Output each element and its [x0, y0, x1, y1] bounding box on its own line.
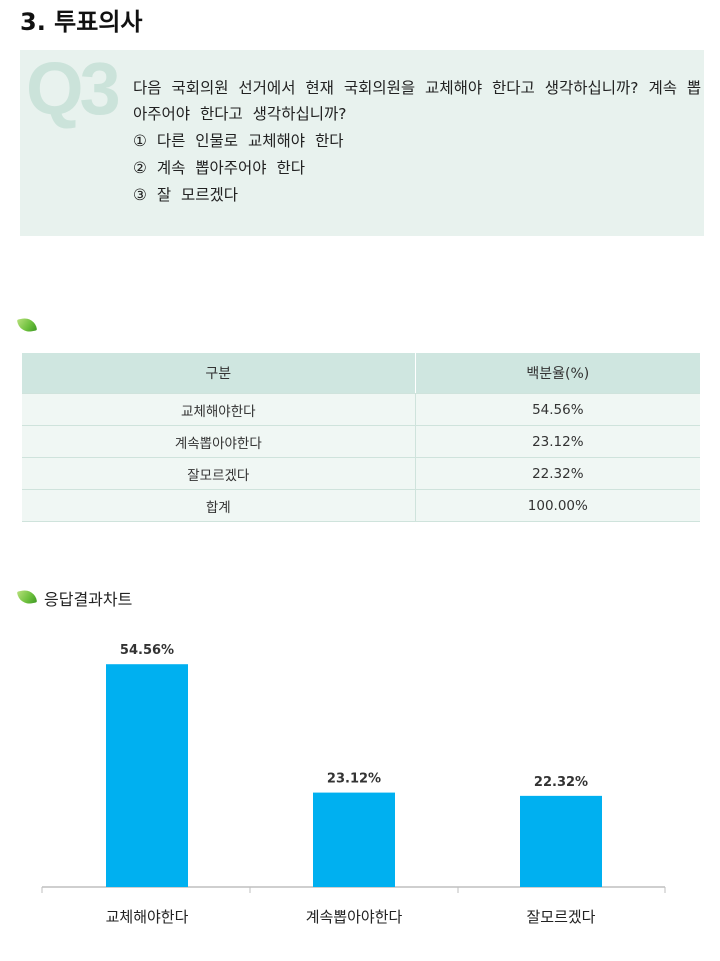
- category-tick-label: 잘모르겠다: [526, 908, 595, 926]
- question-box: Q3 다음 국회의원 선거에서 현재 국회의원을 교체해야 한다고 생각하십니까…: [20, 50, 704, 236]
- data-label: 23.12%: [327, 772, 381, 787]
- option-1: ① 다른 인물로 교체해야 한다: [133, 132, 344, 150]
- section-title: 3. 투표의사: [20, 8, 143, 36]
- row-percent: 22.32%: [415, 457, 700, 490]
- header-category: 구분: [22, 353, 416, 394]
- bar-chart: 54.56% 교체해야한다 23.12% 계속뽑아야한다 22.32% 잘모르겠다: [41, 643, 666, 926]
- table-row: 합계 100.00%: [22, 489, 700, 522]
- row-percent: 100.00%: [415, 489, 700, 522]
- option-3: ③ 잘 모르겠다: [133, 186, 239, 204]
- category-tick-label: 교체해야한다: [106, 908, 189, 926]
- table-row: 교체해야한다 54.56%: [22, 393, 700, 426]
- leaf-icon: [16, 588, 38, 606]
- row-percent: 54.56%: [415, 393, 700, 426]
- row-category: 교체해야한다: [22, 393, 416, 426]
- table-header-row: 구분 백분율(%): [22, 353, 700, 394]
- row-category: 계속뽑아야한다: [22, 425, 416, 458]
- row-category: 합계: [22, 489, 416, 522]
- bar: [313, 792, 395, 887]
- bar: [520, 795, 602, 887]
- data-label: 22.32%: [534, 775, 588, 790]
- question-text: 다음 국회의원 선거에서 현재 국회의원을 교체해야 한다고 생각하십니까? 계…: [133, 79, 702, 123]
- header-percent: 백분율(%): [415, 353, 700, 394]
- question-number-mark: Q3: [26, 47, 121, 130]
- row-category: 잘모르겠다: [22, 457, 416, 490]
- bar: [106, 664, 188, 887]
- data-label: 54.56%: [120, 643, 174, 658]
- result-table: 구분 백분율(%) 교체해야한다 54.56% 계속뽑아야한다 23.12% 잘…: [22, 353, 700, 522]
- table-row: 잘모르겠다 22.32%: [22, 457, 700, 490]
- leaf-icon: [16, 316, 38, 334]
- row-percent: 23.12%: [415, 425, 700, 458]
- option-2: ② 계속 뽑아주어야 한다: [133, 159, 306, 177]
- table-row: 계속뽑아야한다 23.12%: [22, 425, 700, 458]
- category-tick-label: 계속뽑아야한다: [306, 908, 403, 926]
- chart-title: 응답결과차트: [44, 590, 133, 609]
